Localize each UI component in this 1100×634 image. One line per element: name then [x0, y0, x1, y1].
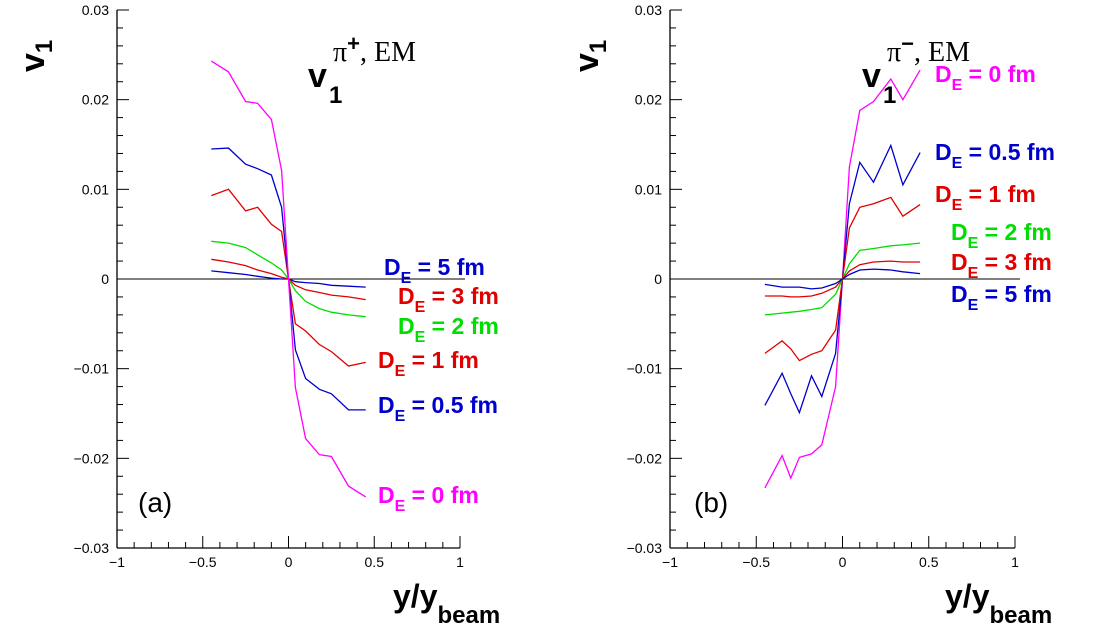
y-tick-label: 0.01	[82, 181, 109, 197]
series-label-sub: E	[952, 77, 963, 94]
x-tick-label: 0.5	[919, 554, 939, 570]
y-tick-label: 0	[654, 271, 662, 287]
x-axis-label: y/ybeam	[945, 578, 1052, 629]
series-line	[764, 268, 921, 290]
series-line	[764, 260, 921, 298]
series-label-rest: = 0 fm	[962, 61, 1036, 87]
series-label: DE = 0 fm	[378, 482, 479, 515]
series-label-rest: = 1 fm	[962, 181, 1036, 207]
series-label-rest: = 0.5 fm	[405, 392, 498, 418]
x-tick-label: −0.5	[742, 554, 770, 570]
panel-label: (b)	[694, 487, 728, 518]
series-label-rest: = 2 fm	[425, 313, 499, 339]
series-label-rest: = 3 fm	[978, 249, 1052, 275]
y-tick-label: −0.02	[74, 450, 110, 466]
y-tick-label: 0.01	[635, 181, 662, 197]
plot-label-suffix: , EM	[914, 37, 970, 68]
x-axis-label-sub: beam	[989, 602, 1052, 629]
series-label-sub: E	[401, 270, 412, 287]
series-label-sub: E	[395, 363, 406, 380]
x-axis-label-sub: beam	[437, 602, 500, 629]
series-label: DE = 3 fm	[398, 283, 499, 316]
series-label: DE = 1 fm	[935, 181, 1036, 214]
series-label-sub: E	[952, 155, 963, 172]
plot-label-sup: π+, EM	[333, 31, 416, 68]
series-label: DE = 2 fm	[951, 219, 1052, 252]
series-label-rest: = 0 fm	[405, 482, 479, 508]
series-line	[764, 143, 921, 415]
series-label: DE = 5 fm	[951, 281, 1052, 314]
x-tick-label: −1	[662, 554, 678, 570]
series-label: DE = 0.5 fm	[378, 392, 498, 425]
y-axis-label-sub: 1	[31, 40, 58, 53]
plot-label-v: v	[862, 57, 881, 95]
y-tick-label: 0	[101, 271, 109, 287]
plot-label-sup: π−, EM	[887, 31, 970, 68]
series-label: DE = 1 fm	[378, 347, 479, 380]
x-tick-label: 1	[1011, 554, 1019, 570]
y-tick-label: −0.02	[627, 450, 663, 466]
y-axis-label: v1	[568, 40, 612, 72]
x-tick-label: −1	[109, 554, 125, 570]
y-tick-label: 0.03	[635, 2, 662, 18]
series-label-sub: E	[952, 197, 963, 214]
series-label-rest: = 3 fm	[425, 283, 499, 309]
x-axis-label: y/ybeam	[393, 578, 500, 629]
x-tick-label: 1	[456, 554, 464, 570]
panel-label: (a)	[138, 487, 172, 518]
plot-label-charge: −	[901, 31, 914, 56]
x-tick-label: 0	[839, 554, 847, 570]
y-tick-label: 0.02	[82, 92, 109, 108]
y-tick-label: −0.03	[74, 540, 110, 556]
series-label-sub: E	[968, 265, 979, 282]
series-label: DE = 3 fm	[951, 249, 1052, 282]
y-tick-label: −0.03	[627, 540, 663, 556]
series-label-sub: E	[415, 299, 426, 316]
y-tick-label: −0.01	[74, 361, 110, 377]
series-line	[764, 242, 921, 316]
series-label-rest: = 0.5 fm	[962, 139, 1055, 165]
series-line	[210, 60, 367, 498]
series-label-rest: = 2 fm	[978, 219, 1052, 245]
y-axis-label: v1	[14, 40, 58, 72]
chart-panel-a: 0.03 0.02 0.01 0 −0.01 −0.02 −0.03−1 −0.5 0 0.5 1 D…	[14, 2, 500, 629]
series-line	[764, 196, 921, 362]
x-tick-label: 0	[285, 554, 293, 570]
series-label-sub: E	[395, 498, 406, 515]
series-label: DE = 2 fm	[398, 313, 499, 346]
plot-label-v: v	[308, 57, 327, 95]
series-label-sub: E	[395, 408, 406, 425]
series-label-sub: E	[968, 297, 979, 314]
series-label: DE = 0.5 fm	[935, 139, 1055, 172]
x-tick-label: −0.5	[189, 554, 217, 570]
y-tick-label: −0.01	[627, 361, 663, 377]
y-tick-label: 0.02	[635, 92, 662, 108]
series-label-sub: E	[415, 329, 426, 346]
plot-label-sub: 1	[329, 82, 342, 109]
series-line	[764, 69, 921, 489]
plot-label-sub: 1	[883, 82, 896, 109]
series-label-rest: = 5 fm	[411, 254, 485, 280]
y-axis-label-sub: 1	[585, 40, 612, 53]
chart-panel-b: 0.030.020.010−0.01−0.02−0.03−1 −0.5 0 0.5 1D…	[568, 2, 1055, 629]
plot-label-suffix: , EM	[360, 37, 416, 68]
y-tick-label: 0.03	[82, 2, 109, 18]
x-tick-label: 0.5	[365, 554, 385, 570]
plot-label-charge: +	[347, 31, 360, 56]
series-label-rest: = 1 fm	[405, 347, 479, 373]
series-label-rest: = 5 fm	[978, 281, 1052, 307]
series-label-sub: E	[968, 235, 979, 252]
